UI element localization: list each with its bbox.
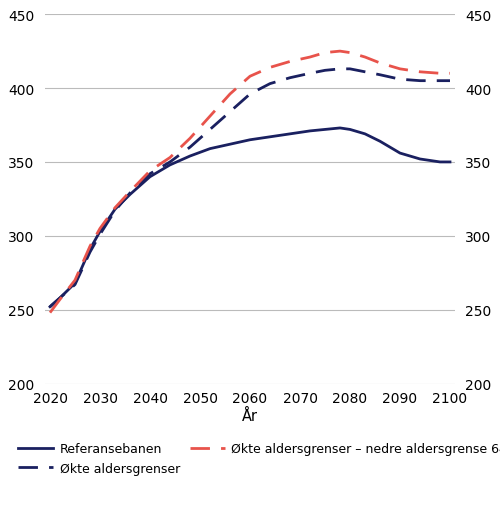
X-axis label: År: År [242, 408, 258, 423]
Legend: Referansebanen, Økte aldersgrenser, Økte aldersgrenser – nedre aldersgrense 64 å: Referansebanen, Økte aldersgrenser, Økte… [18, 442, 500, 475]
